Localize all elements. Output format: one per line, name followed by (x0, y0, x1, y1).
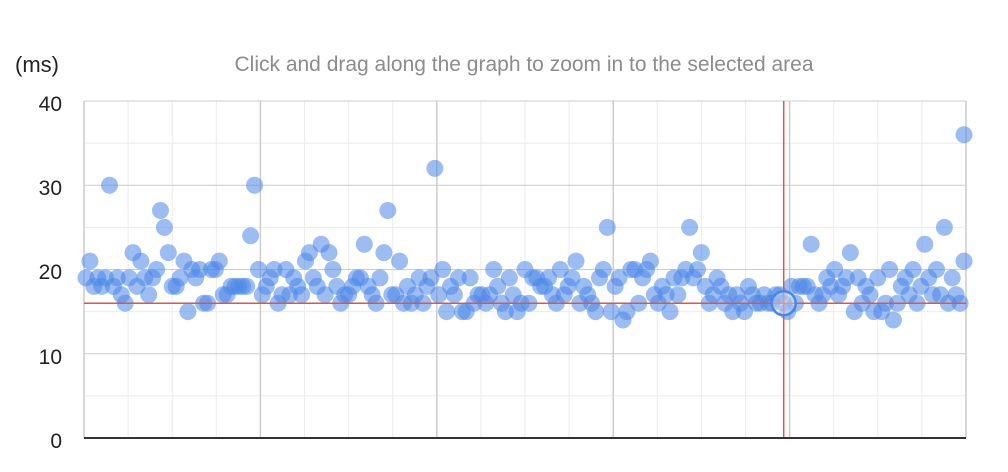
data-point[interactable] (489, 277, 507, 295)
data-point[interactable] (869, 269, 887, 287)
data-point[interactable] (594, 261, 612, 278)
data-point[interactable] (246, 176, 264, 194)
data-point[interactable] (955, 252, 973, 270)
data-point[interactable] (861, 286, 879, 304)
data-point[interactable] (540, 269, 558, 287)
data-point[interactable] (179, 303, 197, 321)
data-point[interactable] (904, 261, 922, 278)
data-point[interactable] (692, 244, 710, 262)
data-point[interactable] (140, 286, 158, 304)
y-tick-label: 0 (50, 430, 62, 453)
data-point[interactable] (449, 269, 467, 287)
data-point[interactable] (293, 286, 311, 304)
data-point[interactable] (316, 286, 334, 304)
data-point[interactable] (159, 244, 177, 262)
data-point[interactable] (563, 269, 581, 287)
data-point[interactable] (928, 261, 946, 278)
data-point[interactable] (155, 218, 173, 236)
data-point[interactable] (598, 218, 616, 236)
data-point[interactable] (826, 261, 844, 278)
data-point[interactable] (249, 261, 267, 278)
data-point[interactable] (171, 269, 189, 287)
zoom-hint-text: Click and drag along the graph to zoom i… (234, 53, 813, 76)
data-point[interactable] (132, 252, 150, 270)
data-point[interactable] (434, 261, 452, 278)
data-point[interactable] (371, 269, 389, 287)
data-point[interactable] (802, 235, 820, 253)
data-point[interactable] (375, 244, 393, 262)
data-point[interactable] (884, 311, 902, 329)
data-point[interactable] (324, 261, 342, 278)
data-point[interactable] (422, 269, 440, 287)
y-tick-label: 30 (39, 177, 62, 200)
y-tick-label: 20 (39, 261, 62, 284)
data-point[interactable] (391, 252, 409, 270)
data-point[interactable] (602, 303, 620, 321)
data-point[interactable] (151, 202, 169, 220)
data-point[interactable] (485, 261, 503, 278)
data-point[interactable] (148, 261, 166, 278)
data-point[interactable] (191, 261, 209, 278)
data-point[interactable] (238, 277, 256, 295)
hovered-point-marker[interactable] (770, 289, 797, 317)
y-tick-label: 10 (39, 346, 62, 369)
data-point[interactable] (426, 159, 444, 177)
data-point[interactable] (837, 269, 855, 287)
data-point[interactable] (916, 235, 934, 253)
data-point[interactable] (379, 202, 397, 220)
data-point[interactable] (610, 269, 628, 287)
data-point[interactable] (242, 227, 260, 245)
data-point[interactable] (688, 261, 706, 278)
data-point[interactable] (320, 244, 338, 262)
data-point[interactable] (355, 235, 373, 253)
data-point[interactable] (461, 269, 479, 287)
y-tick-label: 40 (39, 93, 62, 116)
data-point[interactable] (551, 261, 569, 278)
data-point[interactable] (881, 261, 899, 278)
data-point[interactable] (101, 176, 119, 194)
data-point[interactable] (81, 252, 99, 270)
data-point[interactable] (430, 286, 448, 304)
data-point[interactable] (943, 269, 961, 287)
data-point[interactable] (641, 252, 659, 270)
data-point[interactable] (300, 244, 318, 262)
y-axis-unit-label: (ms) (15, 52, 59, 77)
data-point[interactable] (108, 269, 126, 287)
data-point[interactable] (445, 286, 463, 304)
data-point[interactable] (935, 218, 953, 236)
data-point[interactable] (955, 126, 973, 144)
data-point[interactable] (681, 218, 699, 236)
data-point[interactable] (669, 286, 687, 304)
data-point[interactable] (265, 261, 283, 278)
data-point[interactable] (841, 244, 859, 262)
data-point[interactable] (736, 303, 753, 321)
data-point[interactable] (587, 303, 605, 321)
data-point[interactable] (661, 303, 679, 321)
data-point[interactable] (618, 303, 636, 321)
data-point[interactable] (210, 252, 228, 270)
data-point[interactable] (657, 286, 675, 304)
y-tick-labels: 0 10 20 30 40 (39, 93, 62, 453)
data-point[interactable] (496, 303, 514, 321)
data-point[interactable] (500, 269, 518, 287)
data-point[interactable] (438, 303, 456, 321)
data-points[interactable] (77, 126, 973, 329)
data-point[interactable] (567, 252, 585, 270)
